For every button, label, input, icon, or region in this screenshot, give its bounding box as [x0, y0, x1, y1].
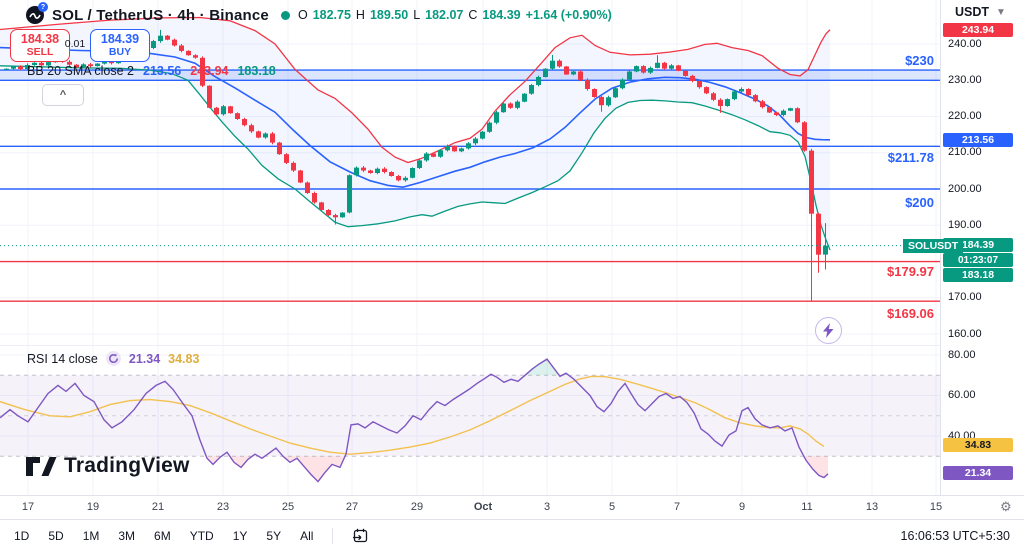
time-tick-label: 25 — [281, 501, 295, 513]
range-button-1m[interactable]: 1M — [82, 528, 100, 543]
currency-label: USDT — [955, 5, 990, 19]
price-tick-label: 210.00 — [948, 146, 982, 158]
symbol-logo-icon[interactable]: ? — [26, 2, 48, 24]
bottom-toolbar: 1D 5D 1M 3M 6M YTD 1Y 5Y All 16:06:53 UTC+5:30 — [0, 519, 1024, 551]
buy-button[interactable]: 184.39 BUY — [90, 29, 150, 62]
time-axis[interactable]: 17 19 21 23 25 27 29 Oct 3 5 7 9 11 13 15 ⚙ — [0, 495, 1024, 520]
time-tick-label: 29 — [410, 501, 424, 513]
currency-selector[interactable]: USDT ▼ — [955, 5, 1006, 19]
price-level-label: $230 — [905, 53, 934, 68]
lightning-button[interactable] — [815, 317, 842, 344]
price-level-label: $169.06 — [887, 306, 934, 321]
time-tick-label: 5 — [608, 501, 616, 513]
sell-label: SELL — [26, 45, 54, 58]
range-button-all[interactable]: All — [300, 528, 314, 543]
ohlc-high-value: 189.50 — [369, 8, 409, 22]
range-button-6m[interactable]: 6M — [154, 528, 171, 543]
bb-sma-value: 213.56 — [143, 64, 182, 78]
buy-price: 184.39 — [100, 32, 140, 47]
chart-header: ? SOL / TetherUS · 4h · Binance O 182.75… — [26, 2, 612, 26]
bb-lower-value: 183.18 — [237, 64, 276, 78]
rsi-indicator-legend[interactable]: RSI 14 close 21.34 34.83 — [27, 351, 199, 366]
time-tick-label: 13 — [865, 501, 879, 513]
price-tick-label: 230.00 — [948, 74, 982, 86]
time-tick-label: Oct — [473, 501, 493, 513]
price-level-label: $211.78 — [887, 150, 934, 165]
collapse-indicators-button[interactable]: ^ — [42, 84, 84, 106]
sell-button[interactable]: 184.38 SELL — [10, 29, 70, 62]
ohlc-change-value: +1.64 (+0.90%) — [525, 8, 612, 22]
ohlc-close-label: C — [468, 8, 478, 22]
calendar-icon — [353, 528, 368, 542]
price-tick-label: 190.00 — [948, 219, 982, 231]
rsi-value: 21.34 — [128, 351, 161, 366]
tradingview-logo[interactable]: TradingView — [26, 454, 190, 478]
chevron-down-icon: ▼ — [996, 6, 1006, 18]
countdown-axis-badge: 01:23:07 — [943, 253, 1013, 267]
rsi-axis-badge: 21.34 — [943, 466, 1013, 480]
ohlc-open-value: 182.75 — [312, 8, 351, 22]
price-level-label: $200 — [905, 195, 934, 210]
range-button-ytd[interactable]: YTD — [189, 528, 214, 543]
price-level-label: $179.97 — [887, 264, 934, 279]
time-tick-label: 11 — [801, 501, 813, 513]
gear-icon[interactable]: ⚙ — [1000, 499, 1012, 514]
range-button-3m[interactable]: 3M — [118, 528, 136, 543]
toolbar-divider — [332, 527, 334, 544]
bb-upper-axis-badge: 243.94 — [943, 23, 1013, 37]
time-tick-label: 3 — [543, 501, 551, 513]
bb-lower-axis-badge: 183.18 — [943, 268, 1013, 282]
go-to-date-button[interactable] — [352, 528, 369, 544]
bb-upper-value: 243.94 — [190, 64, 229, 78]
lightning-icon — [823, 323, 834, 338]
ohlc-open-label: O — [297, 8, 308, 22]
rsi-tick-label: 60.00 — [948, 389, 976, 401]
time-tick-label: 23 — [216, 501, 230, 513]
help-badge-icon: ? — [38, 2, 48, 12]
time-tick-label: 7 — [673, 501, 681, 513]
symbol-title[interactable]: SOL / TetherUS · 4h · Binance — [52, 6, 269, 24]
rsi-loading-icon — [105, 351, 121, 366]
ohlc-low-label: L — [413, 8, 421, 22]
bb-legend-label: BB 20 SMA close 2 — [27, 64, 135, 78]
price-tick-label: 240.00 — [948, 38, 982, 50]
spread-value: 0.01 — [64, 38, 86, 50]
time-tick-label: 27 — [345, 501, 359, 513]
price-tick-label: 170.00 — [948, 291, 982, 303]
clock-timezone[interactable]: 16:06:53 UTC+5:30 — [900, 528, 1010, 543]
range-button-1d[interactable]: 1D — [14, 528, 30, 543]
bb-sma-axis-badge: 213.56 — [943, 133, 1013, 147]
market-status-dot-icon — [280, 10, 290, 20]
tradingview-logo-text: TradingView — [64, 454, 190, 477]
buy-label: BUY — [108, 45, 132, 58]
range-button-5y[interactable]: 5Y — [266, 528, 282, 543]
time-tick-label: 19 — [86, 501, 100, 513]
price-chart[interactable] — [0, 0, 940, 495]
time-tick-label: 17 — [21, 501, 35, 513]
price-tick-label: 220.00 — [948, 110, 982, 122]
price-tick-label: 200.00 — [948, 183, 982, 195]
time-tick-label: 15 — [929, 501, 943, 513]
range-button-1y[interactable]: 1Y — [232, 528, 248, 543]
price-tick-label: 160.00 — [948, 328, 982, 340]
rsi-legend-label: RSI 14 close — [27, 351, 98, 366]
ohlc-close-value: 184.39 — [482, 8, 521, 22]
sell-price: 184.38 — [20, 32, 60, 47]
symbol-price-tag: SOLUSDT — [903, 239, 964, 253]
ohlc-high-label: H — [355, 8, 365, 22]
rsi-ma-axis-badge: 34.83 — [943, 438, 1013, 452]
candles — [4, 29, 828, 301]
time-tick-label: 21 — [151, 501, 165, 513]
tradingview-logo-icon — [26, 456, 57, 476]
bb-indicator-legend[interactable]: BB 20 SMA close 2 213.56 243.94 183.18 — [27, 64, 276, 78]
rsi-ma-value: 34.83 — [168, 351, 200, 366]
range-button-5d[interactable]: 5D — [48, 528, 64, 543]
ohlc-values: O 182.75 H 189.50 L 182.07 C 184.39 +1.6… — [298, 8, 612, 22]
ohlc-low-value: 182.07 — [425, 8, 464, 22]
rsi-tick-label: 80.00 — [948, 349, 976, 361]
time-tick-label: 9 — [738, 501, 746, 513]
